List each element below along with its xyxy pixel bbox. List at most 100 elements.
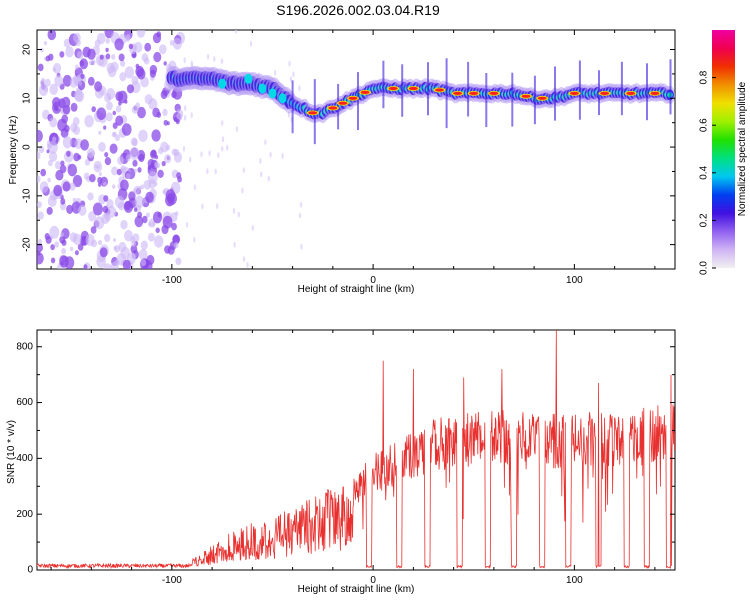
noise-blob [152, 211, 163, 224]
noise-blob [72, 197, 77, 203]
noise-blob [87, 192, 94, 201]
noise-blob [118, 53, 125, 62]
snr-panel: -100 0 100 0 200 400 600 800 Height of straight… [6, 329, 676, 595]
noise-blob [49, 225, 60, 239]
noise-blob [119, 72, 127, 82]
noise-blob [61, 247, 67, 255]
noise-blob [70, 102, 78, 112]
noise-blob [37, 175, 41, 183]
colorbar-tick-label: 0.0 [699, 261, 710, 275]
ridge-core [360, 90, 370, 94]
noise-blob [105, 53, 111, 60]
noise-blob [145, 191, 154, 203]
noise-blob [80, 139, 89, 151]
noise-blob [148, 98, 158, 110]
noise-blob [120, 179, 129, 191]
noise-blob [150, 149, 157, 158]
y-tick-label: 400 [16, 453, 33, 464]
spectrogram-y-label: Frequency (Hz) [8, 116, 19, 185]
noise-blob [106, 62, 115, 74]
noise-blob [99, 54, 104, 60]
noise-blob [115, 105, 122, 113]
noise-speck [292, 71, 295, 78]
noise-blob [78, 80, 83, 86]
noise-blob [111, 132, 116, 138]
noise-blob [125, 36, 130, 42]
noise-blob [87, 148, 95, 159]
y-tick-label: 600 [16, 397, 33, 408]
noise-blob [175, 257, 182, 266]
noise-blob [131, 105, 139, 114]
noise-speck [208, 150, 211, 157]
noise-blob [104, 234, 111, 242]
noise-blob [60, 198, 66, 205]
noise-blob [62, 181, 71, 192]
noise-blob [44, 78, 51, 87]
noise-blob [167, 192, 178, 206]
noise-blob [97, 239, 103, 246]
x-tick-label: 100 [566, 575, 583, 586]
noise-blob [98, 141, 106, 152]
ridge-core [469, 91, 479, 95]
colorbar: 0.0 0.2 0.4 0.6 0.8 Normalized spectral ampl… [699, 30, 748, 275]
ridge-core [600, 91, 610, 95]
noise-blob [92, 202, 103, 216]
noise-speck [288, 60, 291, 67]
noise-blob [55, 106, 59, 112]
noise-speck [237, 211, 240, 218]
noise-speck [235, 126, 239, 133]
noise-blob [160, 90, 168, 100]
noise-speck [298, 85, 301, 92]
spectrogram-x-label: Height of straight line (km) [298, 284, 415, 295]
ridge-core [626, 91, 636, 95]
noise-blob [129, 147, 140, 161]
noise-blob [113, 246, 117, 251]
noise-blob [162, 108, 168, 116]
ridge-blob [258, 83, 267, 94]
colorbar-tick-label: 0.2 [699, 213, 710, 227]
noise-speck [242, 167, 245, 174]
noise-blob [138, 153, 145, 163]
noise-blob [112, 110, 117, 116]
noise-blob [59, 255, 69, 268]
noise-speck [183, 114, 187, 121]
colorbar-label: Normalized spectral amplitude [737, 81, 748, 216]
noise-blob [105, 112, 113, 122]
noise-blob [143, 179, 152, 190]
noise-blob [173, 241, 179, 249]
noise-speck [269, 151, 272, 158]
noise-blob [136, 68, 146, 80]
y-tick-label: 0 [22, 144, 33, 150]
noise-blob [157, 169, 164, 178]
noise-speck [193, 184, 197, 191]
noise-blob [47, 30, 57, 41]
noise-blob [50, 257, 56, 264]
noise-blob [153, 51, 162, 63]
noise-blob [144, 42, 152, 52]
colorbar-tick-label: 0.4 [699, 165, 710, 179]
noise-speck [249, 40, 253, 47]
noise-blob [62, 104, 71, 115]
noise-blob [94, 81, 103, 92]
noise-blob [45, 236, 52, 244]
noise-blob [123, 200, 134, 213]
noise-blob [138, 248, 148, 261]
noise-blob [171, 91, 177, 99]
noise-blob [128, 43, 134, 50]
noise-blob [60, 232, 64, 238]
ridge-core [348, 96, 358, 100]
noise-blob [136, 30, 146, 38]
noise-blob [38, 145, 45, 154]
noise-blob [37, 129, 43, 143]
noise-blob [134, 207, 138, 212]
noise-blob [65, 46, 74, 58]
noise-speck [298, 212, 302, 219]
noise-blob [138, 129, 148, 142]
noise-blob [125, 154, 131, 162]
noise-blob [72, 233, 82, 245]
colorbar-gradient [712, 30, 735, 268]
noise-blob [155, 227, 160, 234]
noise-blob [43, 41, 48, 46]
